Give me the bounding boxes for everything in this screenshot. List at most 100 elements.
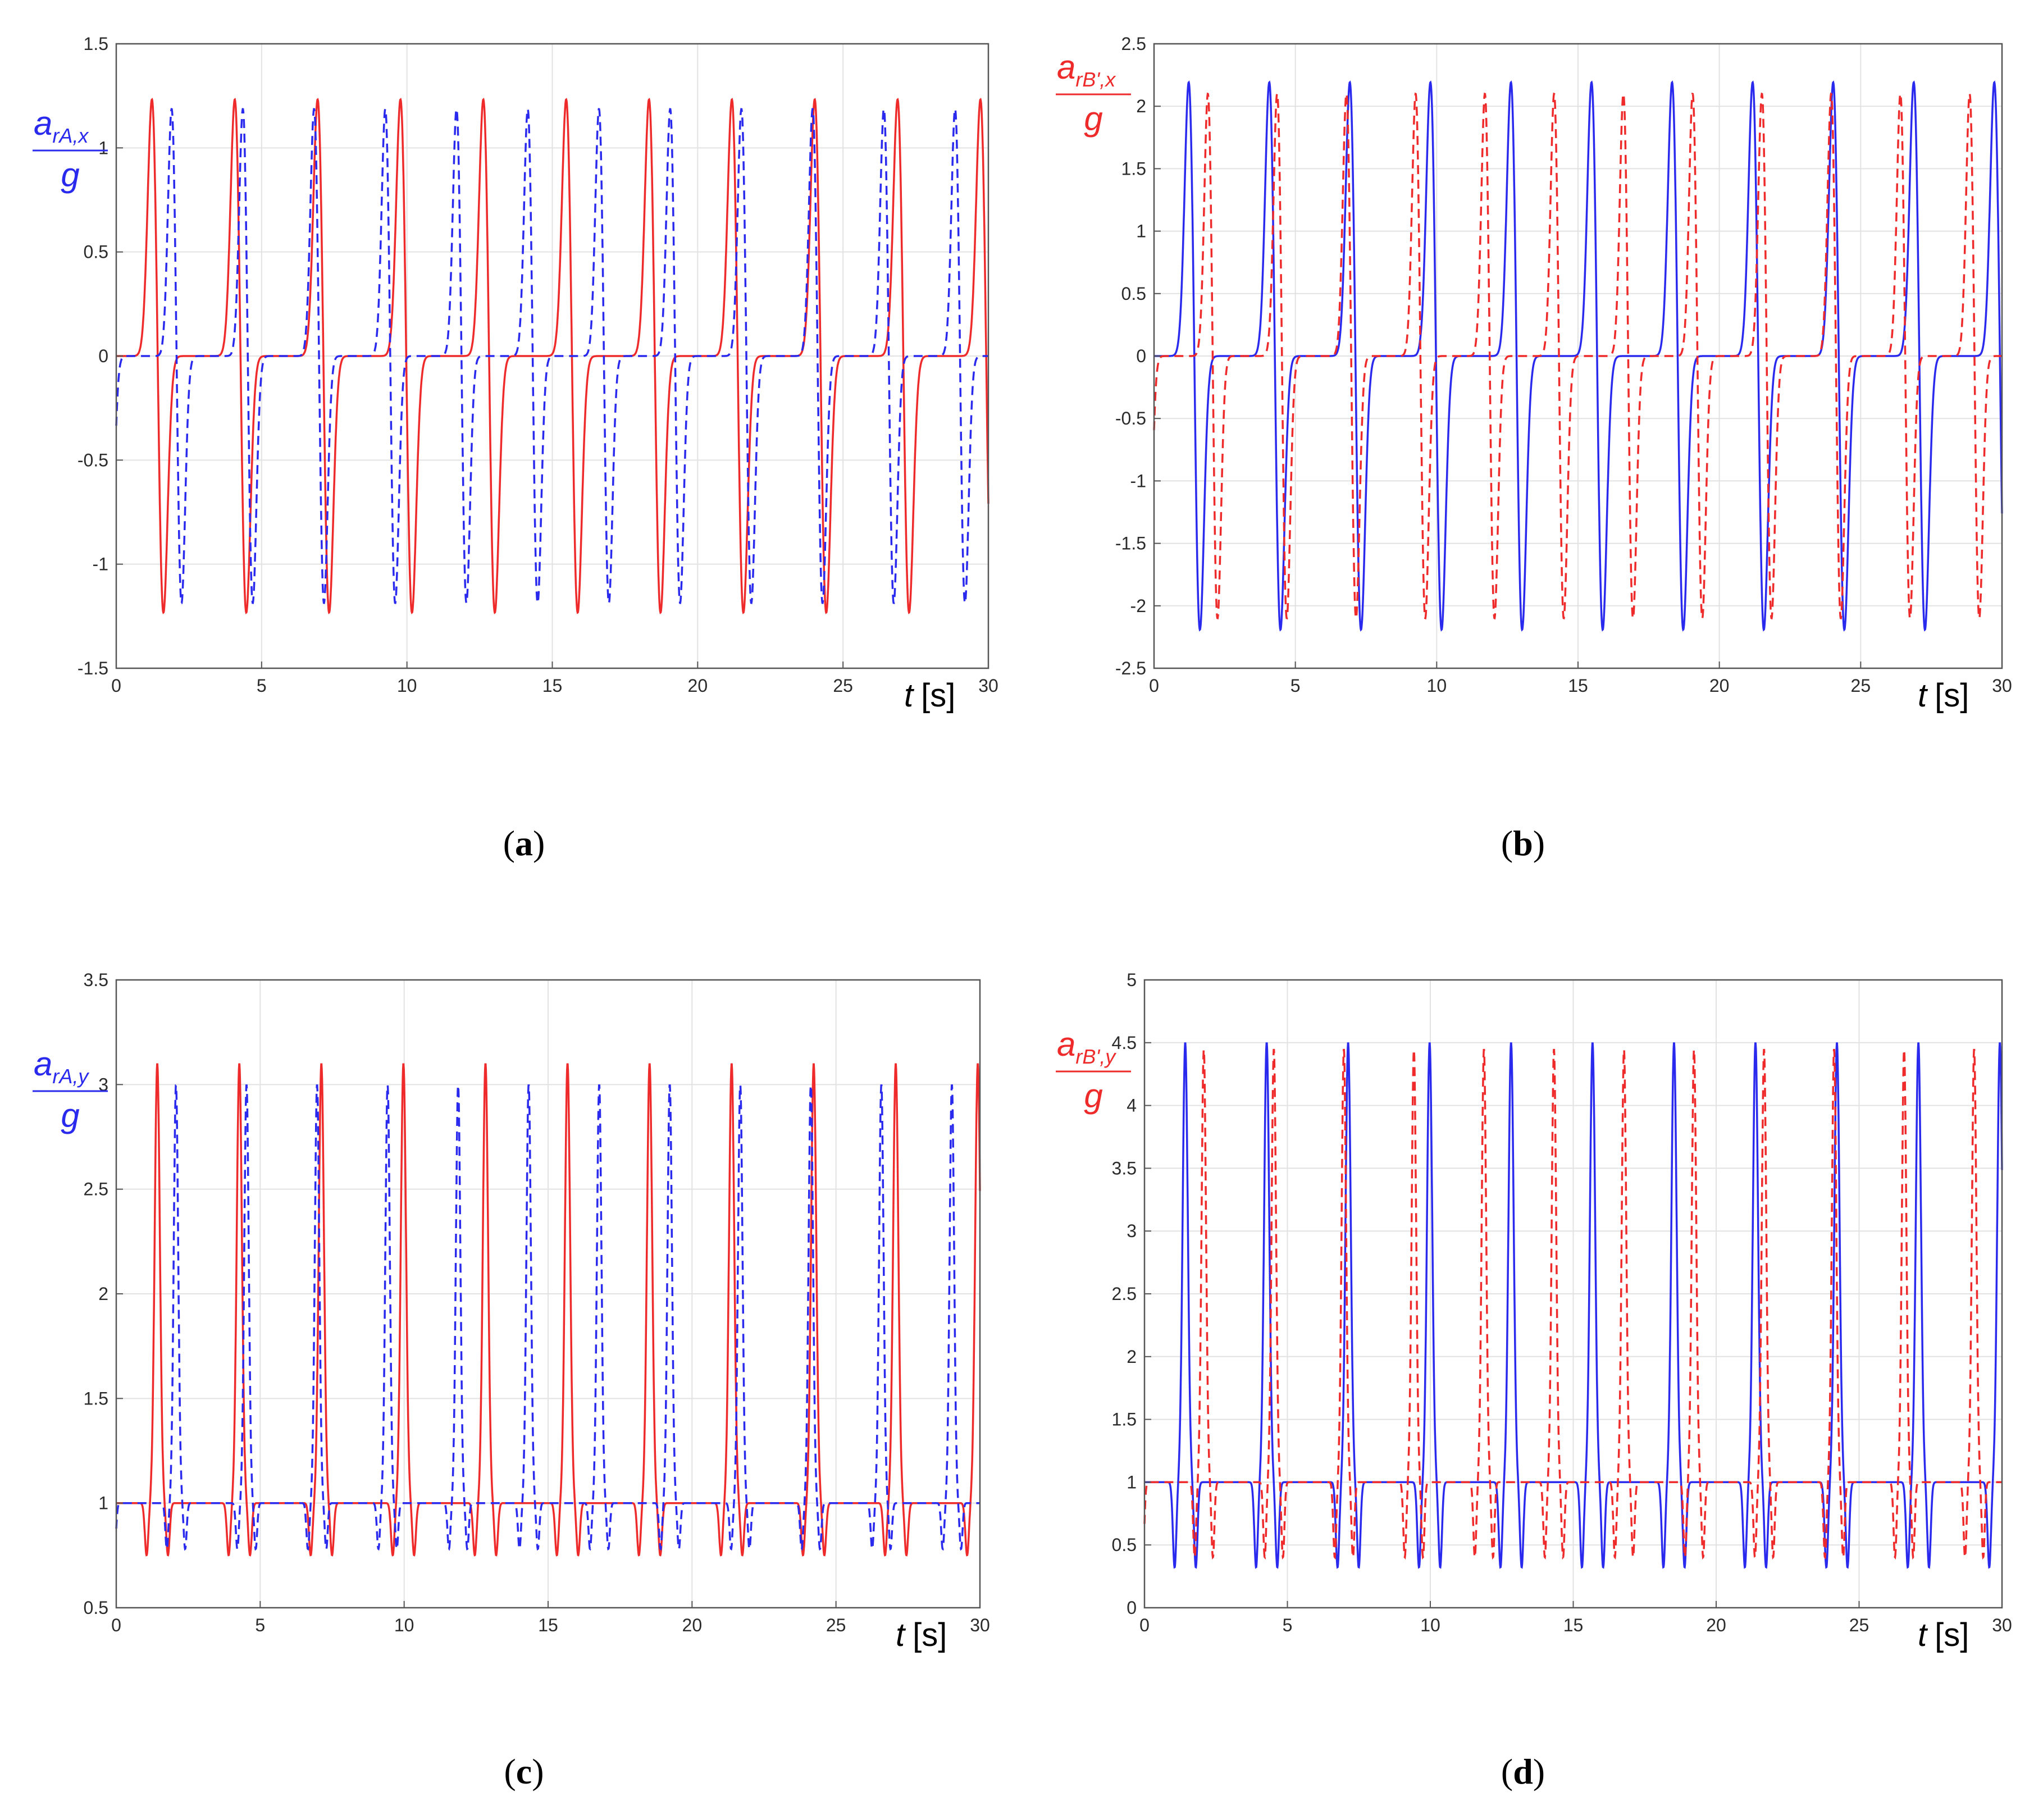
y-tick-label: -0.5 bbox=[77, 450, 108, 470]
y-tick-label: 1 bbox=[98, 1493, 108, 1513]
x-tick-label: 0 bbox=[1149, 676, 1159, 696]
y-tick-label: 1.5 bbox=[84, 1388, 108, 1408]
chart-c: 0 5 10 15 20 25 30 0.5 1 1.5 2 2.5 3 3.5 t [s] arA,y g bbox=[33, 970, 990, 1653]
y-tick-label: 2.5 bbox=[1112, 1284, 1137, 1304]
y-tick-label: -1.5 bbox=[1115, 533, 1146, 554]
x-axis-unit: [s] bbox=[921, 677, 955, 714]
x-tick-label: 20 bbox=[1706, 1615, 1726, 1635]
x-tick-label: 20 bbox=[688, 676, 708, 696]
y-tick-label: 0.5 bbox=[1121, 284, 1146, 304]
y-tick-label: 2 bbox=[98, 1284, 108, 1304]
y-tick-label: -0.5 bbox=[1115, 408, 1146, 428]
x-axis-var: t bbox=[1918, 677, 1928, 714]
y-tick-label: -1 bbox=[1130, 471, 1146, 491]
x-axis-var: t bbox=[1918, 1617, 1928, 1653]
x-tick-label: 30 bbox=[970, 1615, 990, 1635]
y-tick-label: -2 bbox=[1130, 596, 1146, 616]
y-label-sub: rA,x bbox=[52, 124, 89, 147]
x-axis-title: t [s] bbox=[1918, 677, 1969, 714]
x-tick-label: 30 bbox=[978, 676, 998, 696]
x-tick-label: 15 bbox=[1563, 1615, 1584, 1635]
y-axis-label: arA,y g bbox=[33, 1045, 108, 1134]
series-solid-line bbox=[116, 98, 989, 614]
y-label-main: a bbox=[34, 104, 52, 142]
y-label-sub: rB',y bbox=[1075, 1045, 1116, 1068]
caption-d: (d) bbox=[1501, 1751, 1545, 1791]
y-axis-label: arB',y g bbox=[1056, 1025, 1131, 1115]
y-tick-label: 2.5 bbox=[1121, 34, 1146, 54]
x-tick-label: 30 bbox=[1992, 1615, 2012, 1635]
series-solid-line bbox=[1154, 80, 2003, 632]
x-tick-label: 5 bbox=[257, 676, 267, 696]
y-label-main: a bbox=[34, 1045, 52, 1083]
y-label-denominator: g bbox=[1084, 100, 1102, 138]
x-tick-label: 10 bbox=[394, 1615, 414, 1635]
y-tick-label: 5 bbox=[1127, 970, 1137, 990]
x-tick-label: 25 bbox=[833, 676, 853, 696]
y-label-numerator: arB',y bbox=[1057, 1025, 1116, 1068]
y-tick-label: 0.5 bbox=[1112, 1535, 1137, 1555]
y-tick-label: 2.5 bbox=[84, 1179, 108, 1199]
x-tick-label: 25 bbox=[826, 1615, 846, 1635]
x-tick-label: 5 bbox=[1283, 1615, 1293, 1635]
x-tick-label: 25 bbox=[1849, 1615, 1869, 1635]
x-tick-label: 5 bbox=[1290, 676, 1301, 696]
y-tick-label: 1.5 bbox=[1121, 158, 1146, 179]
y-tick-label: 3.5 bbox=[1112, 1158, 1137, 1178]
x-axis-title: t [s] bbox=[896, 1617, 947, 1653]
caption-a: (a) bbox=[503, 823, 545, 863]
x-tick-label: 15 bbox=[542, 676, 563, 696]
series-dashed-line bbox=[1153, 92, 2002, 620]
y-tick-label: 3.5 bbox=[84, 970, 108, 990]
y-tick-label: 2 bbox=[1136, 96, 1146, 116]
y-tick-label: 0.5 bbox=[84, 242, 108, 262]
y-label-denominator: g bbox=[61, 156, 79, 194]
y-label-denominator: g bbox=[61, 1097, 79, 1134]
x-tick-label: 0 bbox=[111, 1615, 121, 1635]
x-tick-label: 15 bbox=[1568, 676, 1588, 696]
x-tick-label: 10 bbox=[1420, 1615, 1440, 1635]
x-axis-unit: [s] bbox=[1935, 1617, 1969, 1653]
y-tick-label: -2.5 bbox=[1115, 658, 1146, 678]
x-axis-var: t bbox=[904, 677, 915, 714]
y-tick-label: 1 bbox=[1136, 221, 1146, 241]
y-label-main: a bbox=[1057, 48, 1075, 86]
y-tick-label: -1 bbox=[93, 554, 108, 574]
y-label-denominator: g bbox=[1084, 1077, 1102, 1115]
x-axis-unit: [s] bbox=[913, 1617, 947, 1653]
series-dashed-line bbox=[115, 1084, 980, 1551]
y-tick-label: 4.5 bbox=[1112, 1033, 1137, 1053]
x-tick-label: 25 bbox=[1851, 676, 1871, 696]
x-tick-label: 0 bbox=[1139, 1615, 1150, 1635]
caption-b: (b) bbox=[1501, 823, 1545, 863]
x-tick-label: 5 bbox=[255, 1615, 265, 1635]
y-label-numerator: arB',x bbox=[1057, 48, 1116, 91]
x-axis-unit: [s] bbox=[1935, 677, 1969, 714]
y-tick-label: 1.5 bbox=[1112, 1410, 1137, 1430]
y-label-sub: rB',x bbox=[1075, 68, 1116, 91]
y-tick-label: 0 bbox=[1127, 1598, 1137, 1618]
x-axis-title: t [s] bbox=[1918, 1617, 1969, 1653]
y-axis-label: arB',x g bbox=[1056, 48, 1131, 138]
y-tick-label: 2 bbox=[1127, 1347, 1137, 1367]
y-tick-label: 1 bbox=[1127, 1472, 1137, 1492]
y-tick-label: 1.5 bbox=[84, 34, 108, 54]
y-label-sub: rA,y bbox=[52, 1065, 89, 1088]
y-tick-label: 3 bbox=[1127, 1221, 1137, 1241]
x-tick-label: 10 bbox=[397, 676, 417, 696]
x-tick-label: 20 bbox=[1709, 676, 1730, 696]
x-tick-label: 20 bbox=[682, 1615, 703, 1635]
chart-d: 0 5 10 15 20 25 30 0 0.5 1 1.5 2 2.5 3 3.5 4 4.5 5 t [s] arB… bbox=[1056, 970, 2012, 1653]
x-tick-label: 30 bbox=[1992, 676, 2012, 696]
caption-c: (c) bbox=[504, 1751, 544, 1791]
x-tick-label: 0 bbox=[111, 676, 121, 696]
y-label-numerator: arA,x bbox=[34, 104, 89, 147]
x-axis-title: t [s] bbox=[904, 677, 955, 714]
y-axis-label: arA,x g bbox=[33, 104, 108, 194]
series-dashed-line bbox=[1143, 1048, 2002, 1560]
y-label-numerator: arA,y bbox=[34, 1045, 89, 1088]
y-label-main: a bbox=[1057, 1025, 1075, 1063]
y-tick-label: 1 bbox=[98, 138, 108, 158]
